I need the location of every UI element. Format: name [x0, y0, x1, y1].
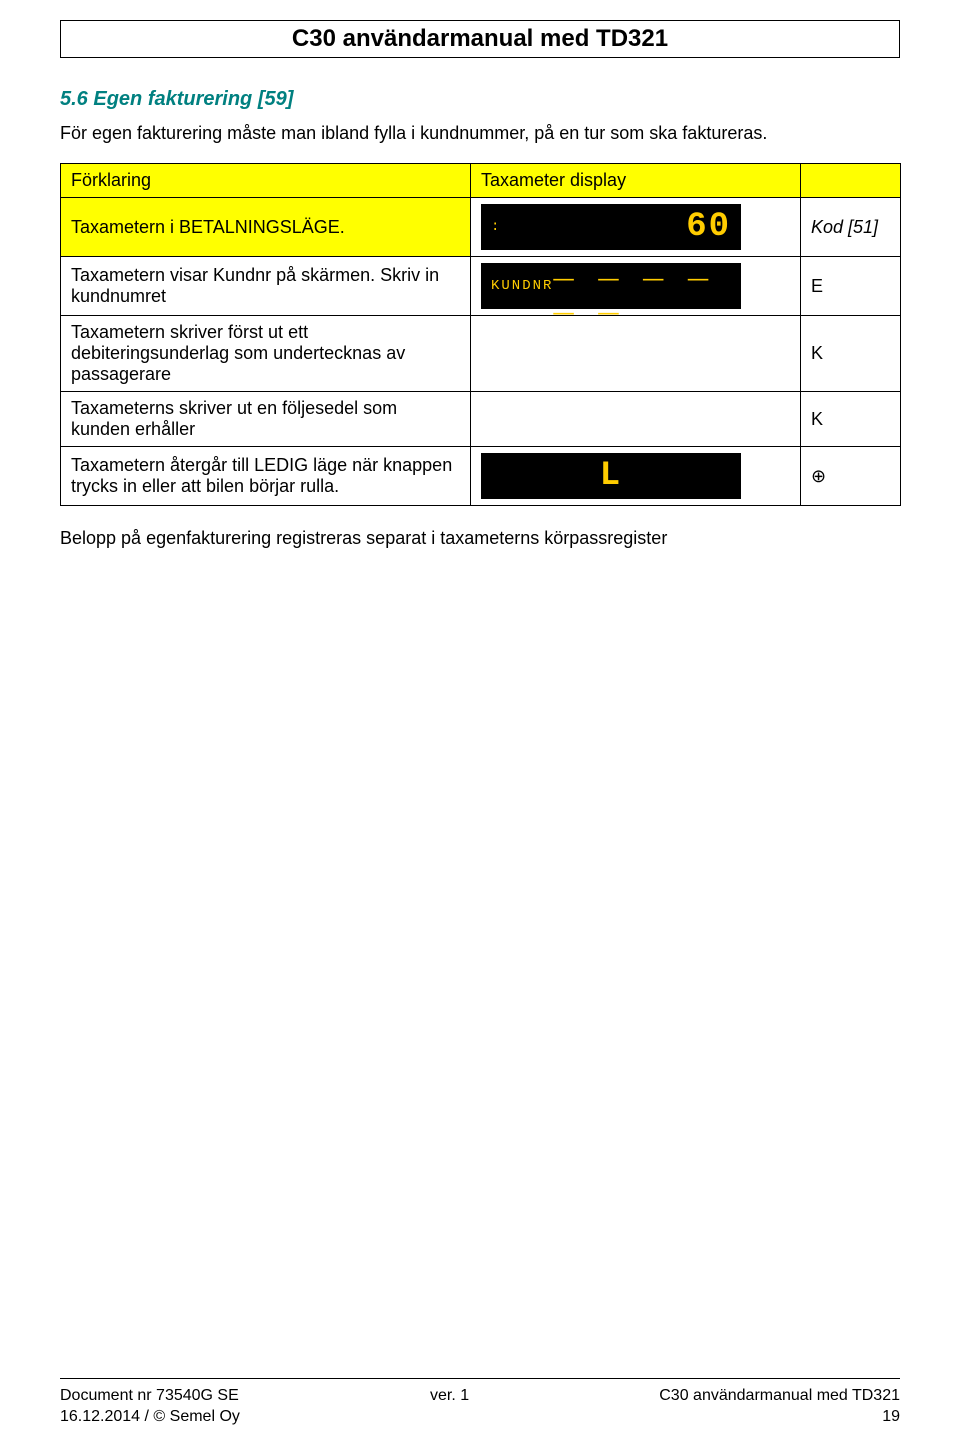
lcd-label: KUNDNR	[491, 279, 553, 293]
footer-manual-title: C30 användarmanual med TD321	[659, 1385, 900, 1407]
display-cell: L	[471, 447, 801, 506]
explain-cell: Taxameterns skriver ut en följesedel som…	[61, 392, 471, 447]
page-footer: Document nr 73540G SE 16.12.2014 / © Sem…	[60, 1378, 900, 1428]
footnote-text: Belopp på egenfakturering registreras se…	[60, 526, 900, 550]
table-header-row: Förklaring Taxameter display	[61, 164, 901, 198]
footer-center: ver. 1	[240, 1385, 659, 1428]
display-cell: : 60	[471, 198, 801, 257]
code-cell: K	[801, 392, 901, 447]
display-cell	[471, 392, 801, 447]
header-explain: Förklaring	[61, 164, 471, 198]
display-cell: KUNDNR_ _ _ _ _ _	[471, 257, 801, 316]
code-cell: E	[801, 257, 901, 316]
footer-page-number: 19	[659, 1406, 900, 1428]
explain-cell: Taxametern återgår till LEDIG läge när k…	[61, 447, 471, 506]
lcd-value: _ _ _ _ _ _	[553, 252, 731, 320]
lcd-display: L	[481, 453, 741, 499]
code-cell: K	[801, 316, 901, 392]
table-row: Taxametern visar Kundnr på skärmen. Skri…	[61, 257, 901, 316]
table-row: Taxametern skriver först ut ett debiteri…	[61, 316, 901, 392]
explanation-table: Förklaring Taxameter display Taxametern …	[60, 163, 901, 506]
lcd-value: 60	[686, 210, 731, 244]
lcd-display: KUNDNR_ _ _ _ _ _	[481, 263, 741, 309]
lcd-display: : 60	[481, 204, 741, 250]
footer-version: ver. 1	[240, 1385, 659, 1407]
lcd-value: L	[600, 459, 622, 493]
display-cell	[471, 316, 801, 392]
section-intro: För egen fakturering måste man ibland fy…	[60, 121, 900, 145]
explain-cell: Taxametern skriver först ut ett debiteri…	[61, 316, 471, 392]
explain-cell: Taxametern visar Kundnr på skärmen. Skri…	[61, 257, 471, 316]
footer-left: Document nr 73540G SE 16.12.2014 / © Sem…	[60, 1385, 240, 1428]
footer-doc-nr: Document nr 73540G SE	[60, 1385, 240, 1407]
page-header: C30 användarmanual med TD321	[60, 20, 900, 58]
page-title: C30 användarmanual med TD321	[292, 25, 668, 52]
header-blank	[801, 164, 901, 198]
lcd-label: :	[491, 220, 501, 234]
footer-right: C30 användarmanual med TD321 19	[659, 1385, 900, 1428]
explain-cell: Taxametern i BETALNINGSLÄGE.	[61, 198, 471, 257]
header-display: Taxameter display	[471, 164, 801, 198]
table-row: Taxametern i BETALNINGSLÄGE.: 60 Kod [51]	[61, 198, 901, 257]
code-cell: Kod [51]	[801, 198, 901, 257]
code-cell: ⊕	[801, 447, 901, 506]
table-row: Taxameterns skriver ut en följesedel som…	[61, 392, 901, 447]
footer-date-copyright: 16.12.2014 / © Semel Oy	[60, 1406, 240, 1428]
section-heading: 5.6 Egen fakturering [59]	[60, 88, 900, 111]
table-row: Taxametern återgår till LEDIG läge när k…	[61, 447, 901, 506]
